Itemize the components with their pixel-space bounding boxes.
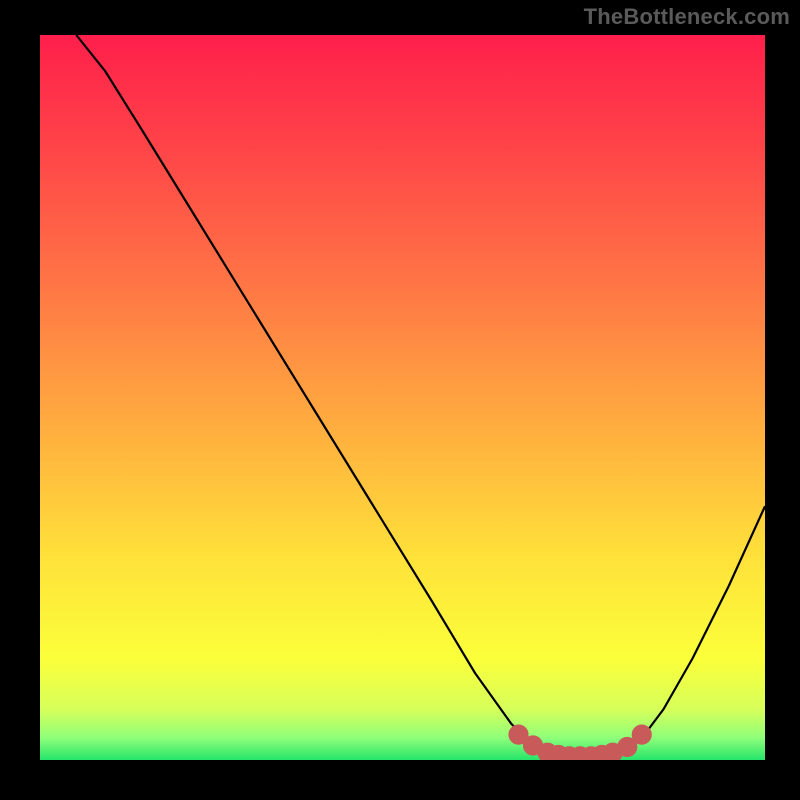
plot-area — [40, 35, 765, 760]
optimal-dot — [514, 730, 524, 740]
chart-frame: TheBottleneck.com — [0, 0, 800, 800]
optimal-dots-group — [514, 730, 647, 760]
watermark-text: TheBottleneck.com — [584, 4, 790, 30]
optimal-dot — [622, 742, 632, 752]
optimal-dot — [637, 730, 647, 740]
optimal-dot — [608, 748, 618, 758]
chart-svg — [40, 35, 765, 760]
optimal-dot — [528, 741, 538, 751]
bottleneck-curve — [76, 35, 765, 756]
